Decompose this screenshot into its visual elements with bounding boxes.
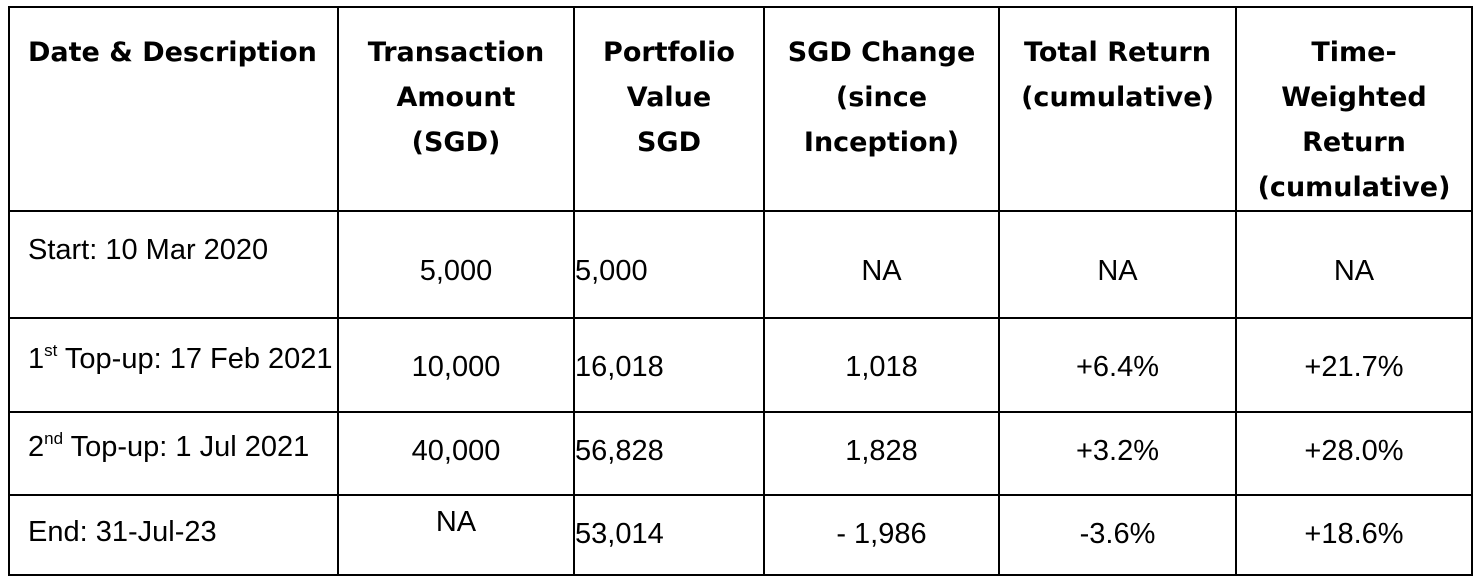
- header-portfolio-value: Portfolio Value SGD: [573, 6, 765, 212]
- header-date-description: Date & Description: [8, 6, 339, 212]
- table-row-start: Start: 10 Mar 2020 5,000 5,000 NA NA NA: [8, 210, 1473, 319]
- cell-total-return-negative: -3.6%: [998, 494, 1237, 576]
- ordinal-number: 1: [28, 343, 45, 375]
- cell-sgd-change-negative: - 1,986: [763, 494, 1000, 576]
- cell-sgd-change: 1,828: [763, 411, 1000, 496]
- header-sgd-change: SGD Change (since Inception): [763, 6, 1000, 212]
- cell-total-return: +3.2%: [998, 411, 1237, 496]
- cell-description: Start: 10 Mar 2020: [8, 210, 339, 319]
- cell-sgd-change: NA: [763, 210, 1000, 319]
- cell-description: 2nd Top-up: 1 Jul 2021: [8, 411, 339, 496]
- header-row: Date & Description Transaction Amount (S…: [8, 6, 1473, 212]
- description-text: Top-up: 1 Jul 2021: [63, 431, 310, 463]
- cell-transaction-amount: 5,000: [337, 210, 575, 319]
- cell-description: 1st Top-up: 17 Feb 2021: [8, 317, 339, 413]
- ordinal-number: 2: [28, 431, 45, 463]
- cell-time-weighted-return: NA: [1235, 210, 1473, 319]
- ordinal-suffix: st: [44, 341, 58, 360]
- cell-time-weighted-return: +28.0%: [1235, 411, 1473, 496]
- cell-total-return: +6.4%: [998, 317, 1237, 413]
- header-total-return: Total Return (cumulative): [998, 6, 1237, 212]
- description-text: Top-up: 17 Feb 2021: [57, 343, 333, 375]
- cell-portfolio-value: 16,018: [573, 317, 765, 413]
- cell-portfolio-value: 5,000: [573, 210, 765, 319]
- cell-time-weighted-return: +21.7%: [1235, 317, 1473, 413]
- table-row-second-topup: 2nd Top-up: 1 Jul 2021 40,000 56,828 1,8…: [8, 411, 1473, 496]
- cell-total-return: NA: [998, 210, 1237, 319]
- ordinal-suffix: nd: [44, 429, 64, 448]
- cell-description: End: 31-Jul-23: [8, 494, 339, 576]
- cell-portfolio-value: 53,014: [573, 494, 765, 576]
- header-time-weighted-return: Time- Weighted Return (cumulative): [1235, 6, 1473, 212]
- cell-time-weighted-return: +18.6%: [1235, 494, 1473, 576]
- cell-transaction-amount: NA: [337, 494, 575, 576]
- table-row-first-topup: 1st Top-up: 17 Feb 2021 10,000 16,018 1,…: [8, 317, 1473, 413]
- cell-transaction-amount: 40,000: [337, 411, 575, 496]
- portfolio-performance-table: Date & Description Transaction Amount (S…: [8, 6, 1473, 576]
- cell-transaction-amount: 10,000: [337, 317, 575, 413]
- table-row-end: End: 31-Jul-23 NA 53,014 - 1,986 -3.6% +…: [8, 494, 1473, 576]
- header-transaction-amount: Transaction Amount (SGD): [337, 6, 575, 212]
- cell-portfolio-value: 56,828: [573, 411, 765, 496]
- cell-sgd-change: 1,018: [763, 317, 1000, 413]
